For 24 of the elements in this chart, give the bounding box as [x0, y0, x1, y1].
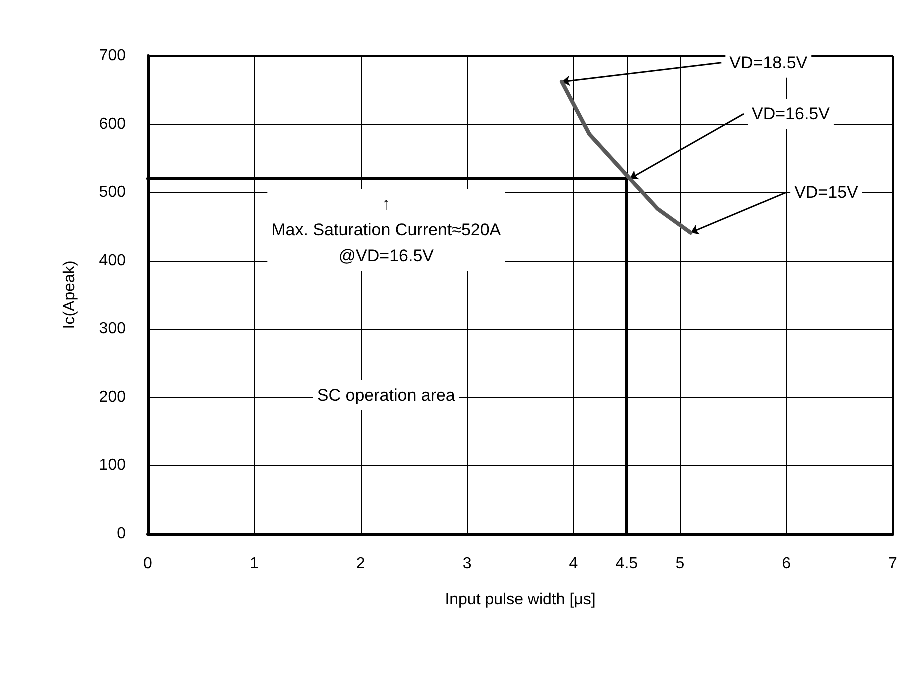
- y-tick-label: 400: [99, 252, 126, 270]
- annotation: ↑ Max. Saturation Current≈520A @VD=16.5V: [272, 194, 502, 266]
- y-tick-label: 500: [99, 184, 126, 202]
- annotation: SC operation area: [317, 386, 456, 405]
- x-tick-label: 7: [888, 556, 898, 572]
- y-tick-label: 700: [99, 48, 126, 64]
- y-tick-label: 0: [117, 526, 126, 542]
- x-tick-label: 3: [462, 556, 472, 572]
- x-tick-label: 4: [569, 556, 578, 572]
- annotation: VD=15V: [794, 183, 860, 202]
- annotation: VD=16.5V: [752, 104, 831, 124]
- x-tick-label: 0: [144, 556, 153, 572]
- x-tick-label: 5: [676, 556, 685, 572]
- y-tick-label: 600: [99, 116, 126, 133]
- x-axis-title: Input pulse width [μs]: [445, 592, 596, 608]
- x-tick-label: 1: [250, 556, 259, 572]
- x-tick-label: 6: [782, 556, 792, 572]
- annotation: VD=18.5V: [730, 53, 808, 72]
- y-tick-label: 200: [99, 388, 126, 406]
- y-tick-label: 300: [99, 320, 126, 338]
- y-axis-title: Ic(Apeak): [62, 260, 78, 330]
- y-tick-label: 100: [99, 457, 126, 474]
- x-tick-label: 2: [356, 556, 366, 572]
- x-tick-label: 4.5: [616, 556, 638, 572]
